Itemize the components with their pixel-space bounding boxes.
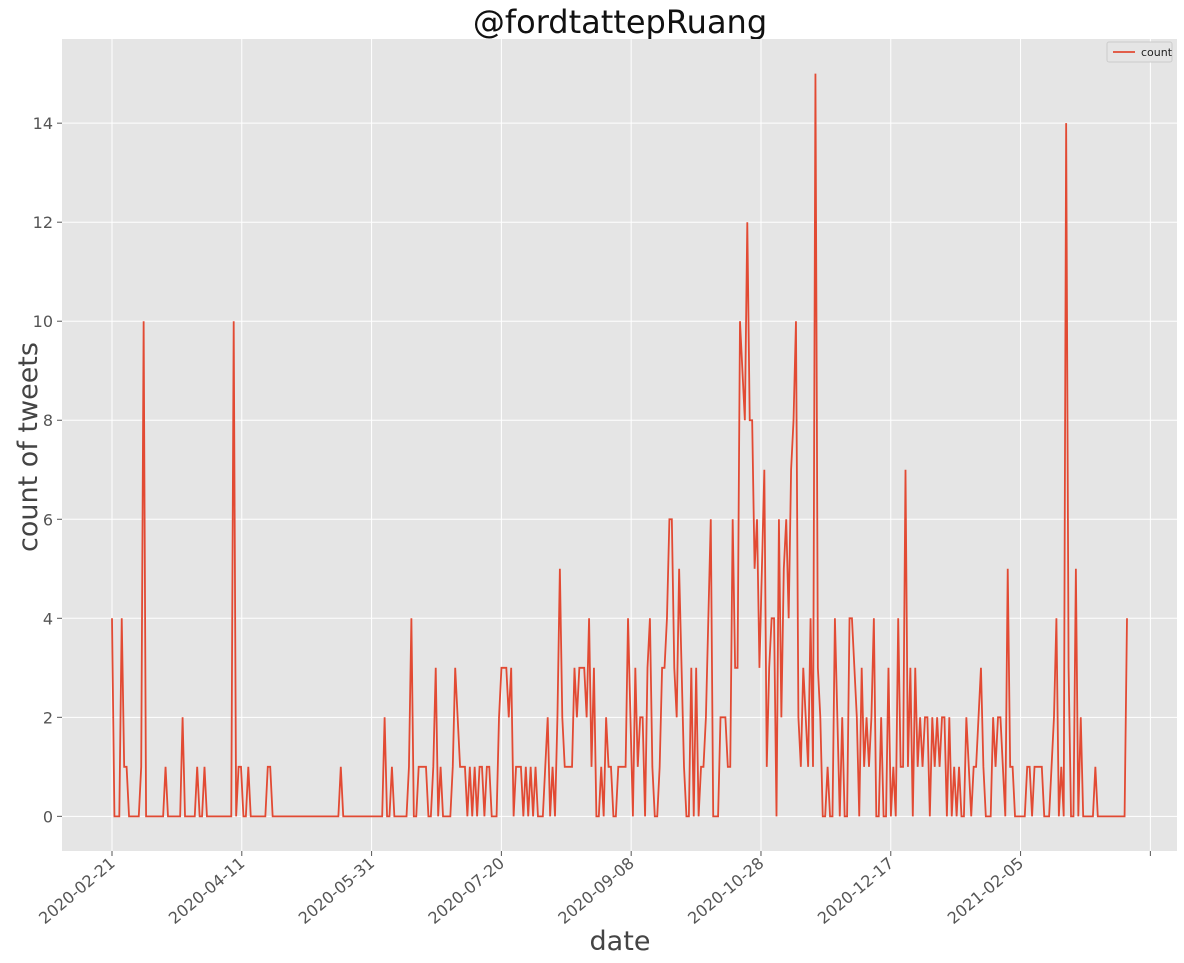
grid-lines <box>62 39 1177 851</box>
x-tick-label: 2020-07-20 <box>425 854 508 928</box>
legend-label-count: count <box>1141 46 1173 59</box>
plot-area <box>62 39 1177 851</box>
x-tick-label: 2020-12-17 <box>814 854 897 928</box>
x-tick-label: 2020-04-11 <box>165 854 248 928</box>
legend: count <box>1106 41 1173 63</box>
y-tick-label: 2 <box>43 708 53 727</box>
y-tick-label: 6 <box>43 510 53 529</box>
y-tick-label: 10 <box>33 312 53 331</box>
x-tick-label: 2020-10-28 <box>684 854 767 928</box>
x-tick-label: 2020-09-08 <box>554 854 637 928</box>
x-tick-label: 2020-05-31 <box>295 854 378 928</box>
y-tick-label: 8 <box>43 411 53 430</box>
y-axis-label: count of tweets <box>13 342 44 552</box>
y-tick-label: 4 <box>43 609 53 628</box>
y-tick-label: 12 <box>33 213 53 232</box>
x-axis-label: date <box>590 926 651 957</box>
x-tick-label: 2021-02-05 <box>944 854 1027 928</box>
series-line-count <box>111 73 1128 818</box>
legend-box <box>1106 41 1173 63</box>
y-tick-label: 0 <box>43 807 53 826</box>
y-tick-label: 14 <box>33 114 53 133</box>
x-tick-label: 2020-02-21 <box>35 854 118 928</box>
chart-title: @fordtattepRuang <box>473 3 767 41</box>
